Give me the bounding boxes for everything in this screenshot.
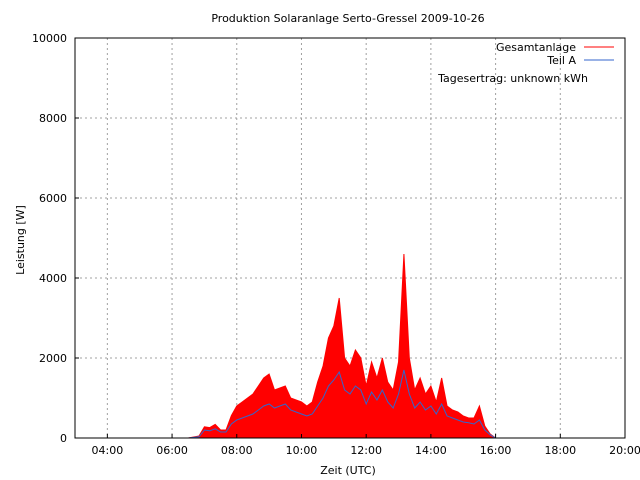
x-tick-label: 20:00 <box>609 444 640 457</box>
x-tick-label: 14:00 <box>415 444 447 457</box>
x-tick-label: 06:00 <box>156 444 188 457</box>
series-teil-a-line <box>188 369 496 439</box>
x-tick-label: 18:00 <box>544 444 576 457</box>
x-tick-label: 10:00 <box>286 444 318 457</box>
series-lines <box>188 369 496 439</box>
chart-title: Produktion Solaranlage Serto-Gressel 200… <box>211 12 484 25</box>
plot-frame <box>74 37 626 439</box>
legend: Gesamtanlage Teil A <box>496 41 614 67</box>
y-tick-label: 0 <box>60 432 67 445</box>
series-gesamtanlage-area <box>188 253 498 439</box>
y-tick-label: 10000 <box>32 32 67 45</box>
y-tick-label: 4000 <box>39 272 67 285</box>
y-tick-labels: 0 2000 4000 6000 8000 10000 <box>32 32 79 445</box>
x-tick-label: 04:00 <box>92 444 124 457</box>
series-fills <box>188 253 498 439</box>
y-tick-label: 8000 <box>39 112 67 125</box>
legend-label-teil-a: Teil A <box>546 54 576 67</box>
legend-label-gesamtanlage: Gesamtanlage <box>496 41 576 54</box>
x-tick-labels: 04:00 06:00 08:00 10:00 12:00 14:00 16:00 18:00… <box>92 434 640 457</box>
x-tick-label: 12:00 <box>350 444 382 457</box>
daily-yield-annotation: Tagesertrag: unknown kWh <box>437 72 588 85</box>
x-tick-label: 16:00 <box>480 444 512 457</box>
y-tick-label: 6000 <box>39 192 67 205</box>
grid-lines <box>75 38 625 438</box>
x-tick-label: 08:00 <box>221 444 253 457</box>
x-axis-label: Zeit (UTC) <box>320 464 376 477</box>
y-axis-label: Leistung [W] <box>14 205 27 275</box>
y-tick-label: 2000 <box>39 352 67 365</box>
